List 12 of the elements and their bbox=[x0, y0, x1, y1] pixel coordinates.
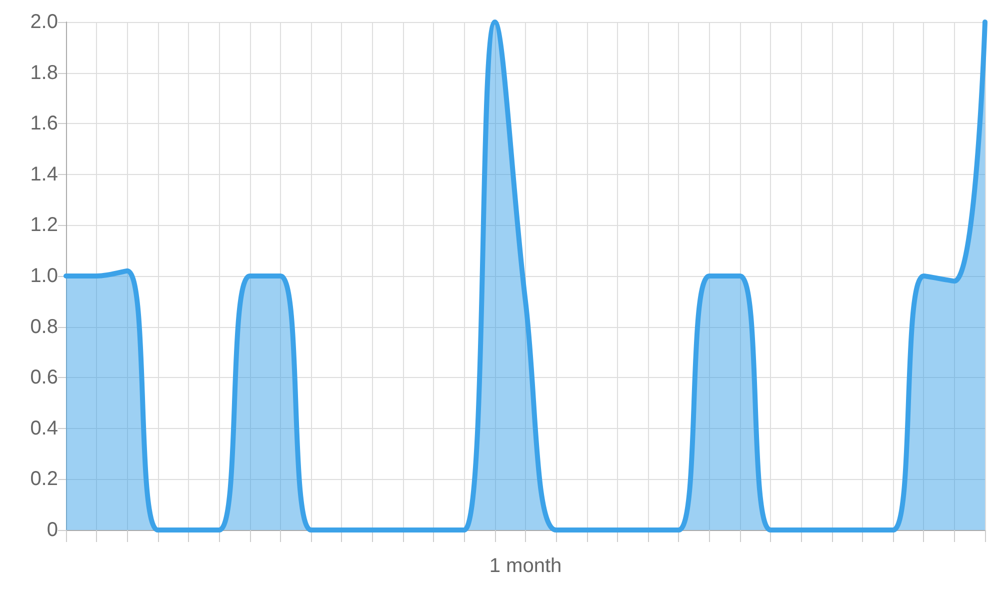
y-tick-label: 0.2 bbox=[30, 468, 58, 490]
y-tick-label: 1.6 bbox=[30, 112, 58, 135]
y-tick-label: 1.2 bbox=[30, 214, 58, 236]
y-tick-label: 1.0 bbox=[30, 265, 58, 287]
y-tick-label: 2.0 bbox=[30, 11, 58, 33]
y-tick-label: 0.4 bbox=[30, 417, 58, 440]
x-axis-title: 1 month bbox=[489, 555, 562, 577]
y-tick-label: 0 bbox=[46, 519, 58, 541]
y-tick-label: 1.4 bbox=[30, 163, 58, 186]
y-tick-label: 0.6 bbox=[30, 366, 58, 389]
y-tick-label: 1.8 bbox=[30, 62, 58, 84]
y-tick-label: 0.8 bbox=[30, 316, 58, 338]
